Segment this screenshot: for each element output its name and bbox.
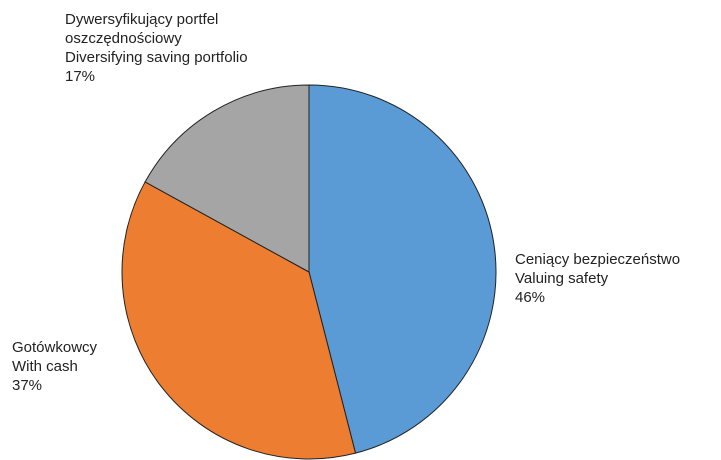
slice-label: Ceniący bezpieczeństwo — [515, 251, 680, 268]
pie-slice — [308, 84, 497, 454]
slice-value-label: 46% — [515, 289, 545, 306]
pie-slice — [144, 84, 310, 273]
slice-value-label: 37% — [12, 377, 42, 394]
slice-value-label: 17% — [65, 68, 95, 85]
slice-label: oszczędnościowy — [65, 30, 182, 47]
slice-label: Gotówkowcy — [12, 339, 98, 356]
slice-label: Dywersyfikujący portfel — [65, 11, 218, 28]
pie-slice — [121, 181, 357, 460]
slice-label: Diversifying saving portfolio — [65, 49, 248, 66]
slice-label: Valuing safety — [515, 270, 609, 287]
slice-label: With cash — [12, 358, 78, 375]
